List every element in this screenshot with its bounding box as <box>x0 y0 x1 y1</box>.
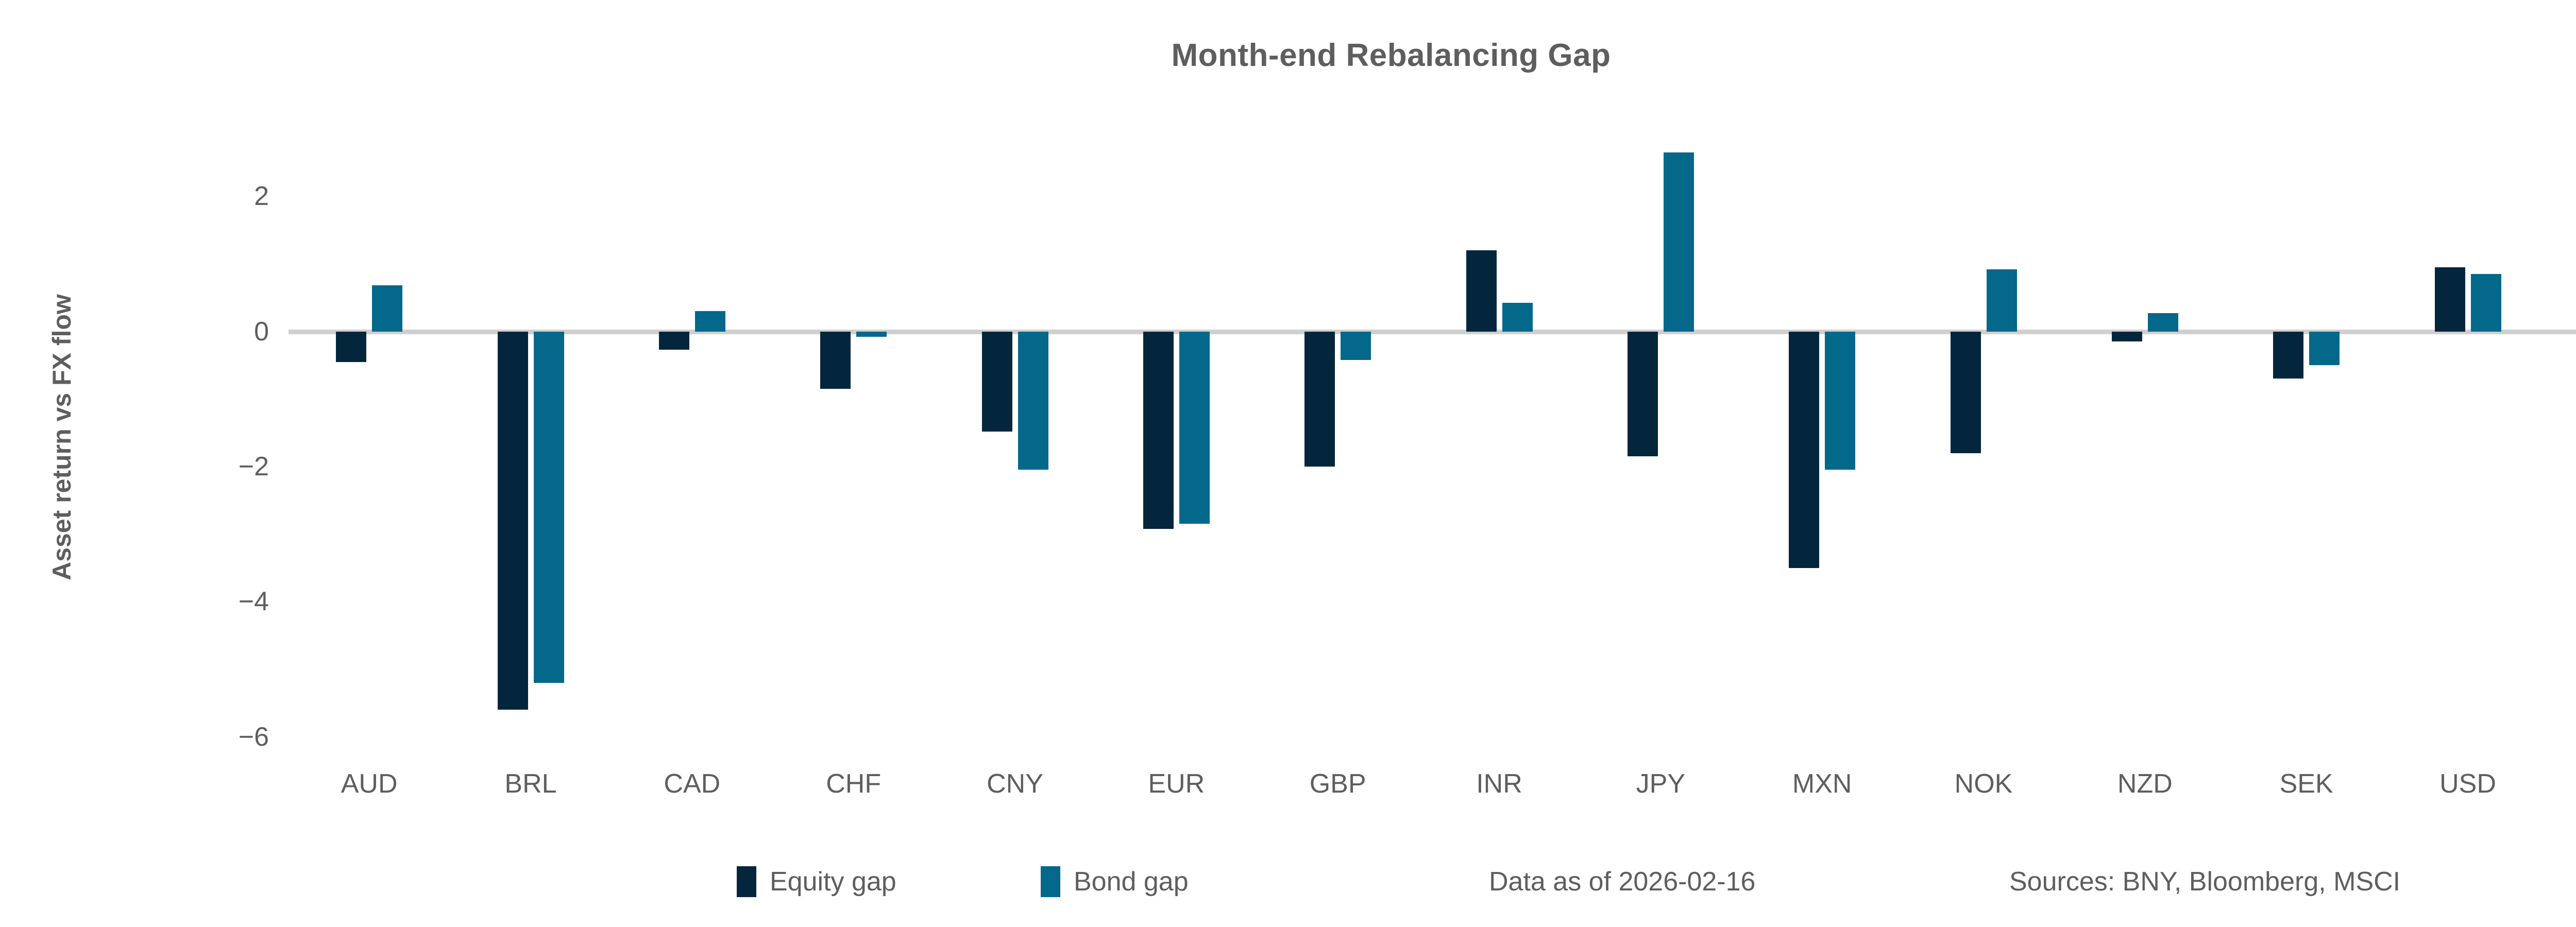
bar-cad-bond[interactable] <box>694 311 725 332</box>
bar-nok-bond[interactable] <box>1986 269 2017 332</box>
x-tick-label-chf: CHF <box>826 769 882 799</box>
bar-group <box>2111 129 2178 757</box>
legend-item-bond[interactable]: Bond gap <box>1041 861 1189 902</box>
bar-group <box>2434 129 2501 757</box>
bar-group <box>981 129 1048 757</box>
y-tick-label: −2 <box>238 451 269 482</box>
y-tick-label: 2 <box>254 181 269 212</box>
y-tick-label: −6 <box>238 722 269 752</box>
y-tick-label: 0 <box>254 316 269 347</box>
plot-area: 2 0 −2 −4 −6 AUD BRL CAD CHF CNY EUR GBP INR JPY MXN N… <box>239 129 2576 799</box>
x-tick-label-mxn: MXN <box>1792 769 1852 799</box>
bar-aud-bond[interactable] <box>372 285 403 332</box>
legend-item-equity[interactable]: Equity gap <box>737 861 896 902</box>
bar-brl-bond[interactable] <box>533 331 564 683</box>
bar-group <box>1143 129 1210 757</box>
chart-title: Month-end Rebalancing Gap <box>1171 38 1611 73</box>
bar-jpy-bond[interactable] <box>1663 152 1694 332</box>
zero-baseline <box>289 329 2576 334</box>
bar-group <box>1304 129 1371 757</box>
bar-cny-equity[interactable] <box>981 331 1012 432</box>
bar-group <box>336 129 403 757</box>
y-tick-label: −4 <box>238 587 269 617</box>
bar-chf-bond[interactable] <box>856 331 887 337</box>
legend-swatch-bond <box>1041 866 1060 897</box>
x-tick-label-gbp: GBP <box>1309 769 1366 799</box>
x-tick-label-cny: CNY <box>987 769 1043 799</box>
bar-eur-equity[interactable] <box>1143 331 1174 529</box>
data-as-of-note: Data as of 2026-02-16 <box>1489 867 1756 897</box>
bar-group <box>1627 129 1694 757</box>
bar-group <box>1950 129 2017 757</box>
bar-mxn-equity[interactable] <box>1789 331 1820 568</box>
bar-sek-equity[interactable] <box>2273 331 2304 379</box>
x-tick-label-brl: BRL <box>504 769 557 799</box>
bar-gbp-equity[interactable] <box>1304 331 1335 467</box>
bar-group <box>1466 129 1533 757</box>
x-tick-label-eur: EUR <box>1148 769 1205 799</box>
bar-nok-equity[interactable] <box>1950 331 1981 453</box>
x-tick-label-aud: AUD <box>341 769 398 799</box>
bar-nzd-bond[interactable] <box>2147 313 2178 332</box>
bar-mxn-bond[interactable] <box>1825 331 1856 470</box>
bar-jpy-equity[interactable] <box>1627 331 1658 457</box>
bar-sek-bond[interactable] <box>2309 331 2340 366</box>
bar-group <box>497 129 564 757</box>
bar-cad-equity[interactable] <box>658 331 689 350</box>
bar-usd-equity[interactable] <box>2434 267 2465 332</box>
legend-swatch-equity <box>737 866 756 897</box>
x-tick-label-nzd: NZD <box>2117 769 2173 799</box>
x-tick-label-usd: USD <box>2439 769 2496 799</box>
chart-legend: Equity gap Bond gap Data as of 2026-02-1… <box>0 861 2576 902</box>
bar-usd-bond[interactable] <box>2470 274 2501 332</box>
legend-label-equity: Equity gap <box>770 867 896 897</box>
x-tick-label-cad: CAD <box>664 769 721 799</box>
bar-nzd-equity[interactable] <box>2111 331 2142 342</box>
y-axis-label: Asset return vs FX flow <box>47 294 76 580</box>
x-tick-label-nok: NOK <box>1954 769 2013 799</box>
bar-group <box>2273 129 2340 757</box>
bar-brl-equity[interactable] <box>497 331 528 710</box>
bar-group <box>658 129 725 757</box>
legend-label-bond: Bond gap <box>1074 867 1189 897</box>
bar-group <box>1789 129 1856 757</box>
x-tick-label-inr: INR <box>1476 769 1522 799</box>
bar-cny-bond[interactable] <box>1018 331 1048 470</box>
bar-eur-bond[interactable] <box>1179 331 1210 524</box>
x-tick-label-sek: SEK <box>2279 769 2333 799</box>
bar-aud-equity[interactable] <box>336 331 367 362</box>
sources-note: Sources: BNY, Bloomberg, MSCI <box>2009 867 2401 897</box>
bar-inr-equity[interactable] <box>1466 250 1497 332</box>
x-tick-label-zar: ZAR <box>2562 768 2576 799</box>
bar-chf-equity[interactable] <box>820 331 851 389</box>
bar-inr-bond[interactable] <box>1502 303 1533 332</box>
bar-group <box>820 129 887 757</box>
bar-gbp-bond[interactable] <box>1341 331 1371 360</box>
x-tick-label-jpy: JPY <box>1636 769 1686 799</box>
